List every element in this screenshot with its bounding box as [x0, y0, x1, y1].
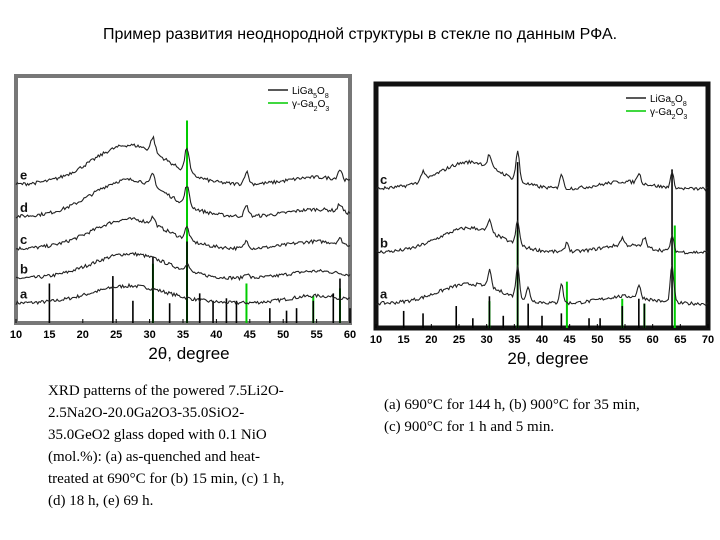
series-line-a	[375, 264, 709, 307]
x-tick-label: 60	[647, 334, 659, 346]
legend-label: LiGa5O8	[292, 86, 329, 100]
x-tick-label: 35	[508, 334, 520, 346]
x-tick-label: 45	[564, 334, 576, 346]
series-label-c: c	[380, 172, 387, 187]
x-tick-label: 65	[674, 334, 686, 346]
legend-label: LiGa5O8	[650, 94, 687, 108]
legend-label: γ-Ga2O3	[292, 99, 329, 113]
caption-right: (a) 690°C for 144 h, (b) 900°C for 35 mi…	[384, 397, 640, 435]
x-tick-label: 10	[370, 334, 382, 346]
series-label-d: d	[20, 200, 28, 215]
x-tick-label: 45	[244, 329, 256, 341]
series-label-a: a	[380, 287, 388, 302]
x-tick-label: 50	[277, 329, 289, 341]
x-tick-label: 15	[43, 329, 55, 341]
series-line-c	[375, 150, 709, 192]
xrd-chart-left: abc d e 10 15 20 25 30 35 40 45 50 55 60 2θ, degree LiG…	[10, 74, 356, 363]
series-label-b: b	[20, 262, 28, 277]
x-tick-label: 55	[619, 334, 631, 346]
series-label-c: c	[20, 232, 27, 247]
series-line-a	[15, 282, 351, 306]
x-axis-label: 2θ, degree	[507, 349, 588, 368]
series-line-e	[15, 135, 351, 187]
series-label-b: b	[380, 235, 388, 250]
x-tick-label: 30	[143, 329, 155, 341]
series-line-d	[15, 172, 351, 219]
x-tick-label: 20	[77, 329, 89, 341]
x-tick-label: 50	[591, 334, 603, 346]
x-axis-label: 2θ, degree	[148, 344, 229, 363]
x-tick-label: 55	[310, 329, 322, 341]
caption-left: XRD patterns of the powered 7.5Li2O- 2.5…	[48, 383, 285, 509]
x-tick-label: 25	[453, 334, 465, 346]
series-label-a: a	[20, 286, 28, 301]
series-line-c	[15, 215, 351, 252]
x-tick-label: 25	[110, 329, 122, 341]
x-tick-label: 70	[702, 334, 714, 346]
xrd-chart-right: a b c 10 15 20 25 30 35 40 45 50 55 60 65 70 2θ, degree L…	[370, 81, 714, 368]
series-line-b	[376, 217, 709, 255]
legend-label: γ-Ga2O3	[650, 107, 687, 121]
x-tick-label: 40	[536, 334, 548, 346]
x-tick-label: 40	[210, 329, 222, 341]
x-tick-label: 35	[177, 329, 189, 341]
page-title: Пример развития неоднородной структуры в…	[102, 26, 618, 43]
x-tick-label: 10	[10, 329, 22, 341]
x-tick-label: 20	[425, 334, 437, 346]
series-line-b	[15, 251, 351, 282]
x-tick-label: 60	[344, 329, 356, 341]
x-tick-label: 15	[398, 334, 410, 346]
plot-frame	[373, 81, 711, 331]
series-label-e: e	[20, 168, 27, 183]
x-tick-label: 30	[481, 334, 493, 346]
